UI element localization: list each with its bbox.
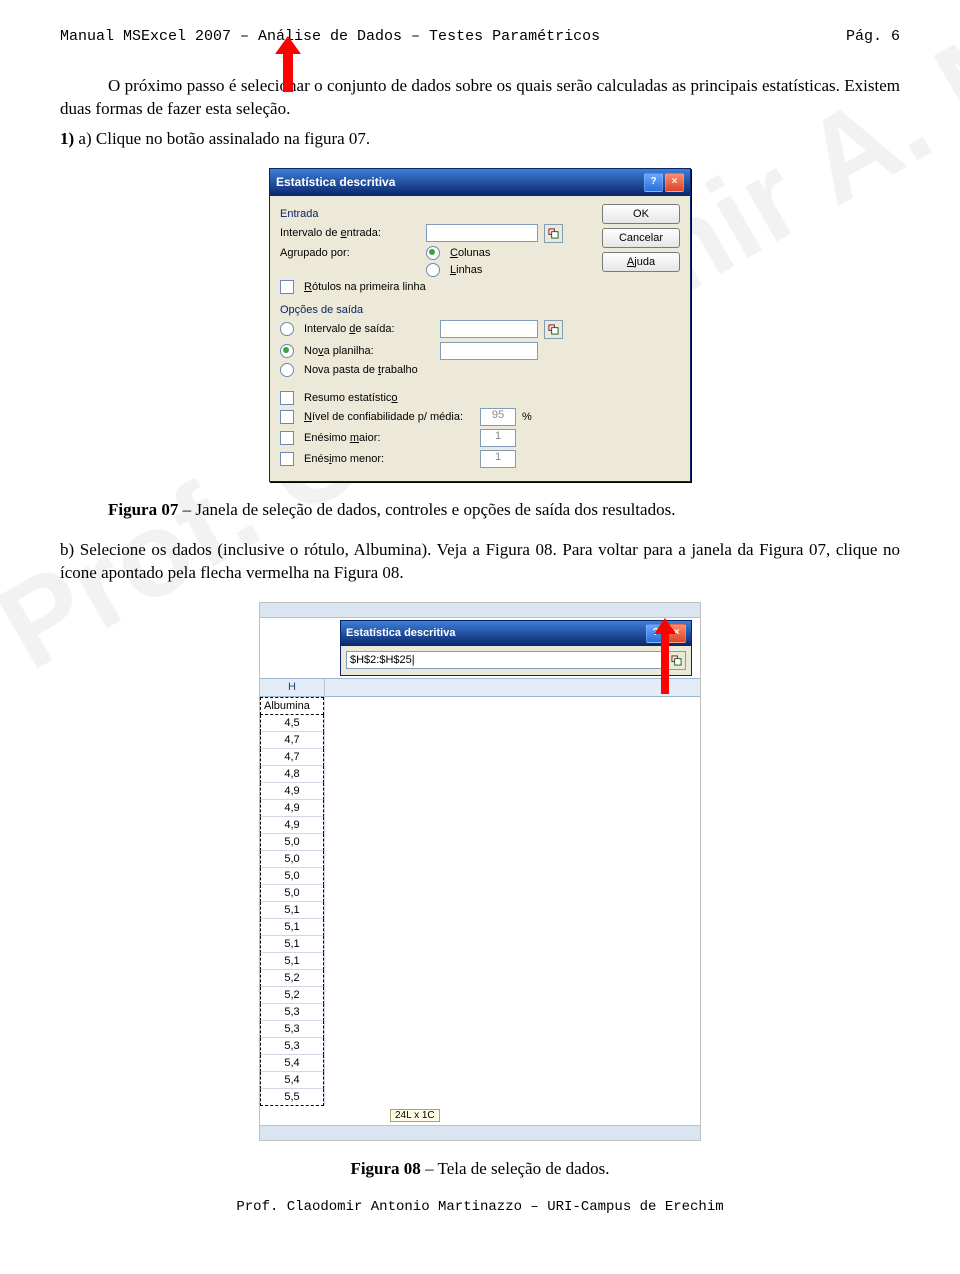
range-input-field[interactable]: $H$2:$H$25| bbox=[346, 651, 664, 669]
data-cell: 5,2 bbox=[260, 970, 324, 987]
figure08-caption: Figura 08 – Tela de seleção de dados. bbox=[60, 1158, 900, 1181]
data-cell: 5,0 bbox=[260, 868, 324, 885]
data-cell: 5,1 bbox=[260, 902, 324, 919]
radio-colunas-label: Colunas bbox=[450, 247, 490, 259]
checkbox-rotulos[interactable] bbox=[280, 280, 294, 294]
section-entrada-label: Entrada bbox=[280, 208, 594, 220]
paragraph-2: 1) a) Clique no botão assinalado na figu… bbox=[60, 128, 900, 151]
radio-linhas[interactable] bbox=[426, 263, 440, 277]
help-button[interactable]: Ajuda bbox=[602, 252, 680, 272]
red-arrow-icon bbox=[273, 36, 303, 96]
page-header: Manual MSExcel 2007 – Análise de Dados –… bbox=[60, 28, 900, 45]
cell-header-albumina: Albumina bbox=[260, 697, 324, 715]
fig07-caption-bold: Figura 07 bbox=[108, 500, 178, 519]
data-cell: 4,9 bbox=[260, 800, 324, 817]
data-cell: 4,7 bbox=[260, 732, 324, 749]
dialog-estatistica-descritiva: Estatística descritiva ? × Entrada Inter… bbox=[269, 168, 691, 482]
cancel-button[interactable]: Cancelar bbox=[602, 228, 680, 248]
radio-nova-pasta[interactable] bbox=[280, 363, 294, 377]
input-intervalo-entrada[interactable] bbox=[426, 224, 538, 242]
p2-prefix: 1) bbox=[60, 129, 74, 148]
data-cell: 5,1 bbox=[260, 919, 324, 936]
checkbox-rotulos-label: Rótulos na primeira linha bbox=[304, 281, 426, 293]
header-left-text: Manual MSExcel 2007 – Análise de Dados –… bbox=[60, 28, 600, 45]
data-cell: 5,0 bbox=[260, 851, 324, 868]
checkbox-nivel[interactable] bbox=[280, 410, 294, 424]
collapsed-dialog-title: Estatística descritiva bbox=[346, 627, 455, 639]
excel-scrollbar-strip bbox=[260, 1125, 700, 1140]
radio-colunas[interactable] bbox=[426, 246, 440, 260]
checkbox-enesimo-maior[interactable] bbox=[280, 431, 294, 445]
data-cell: 5,3 bbox=[260, 1021, 324, 1038]
input-intervalo-saida[interactable] bbox=[440, 320, 538, 338]
dialog-titlebar: Estatística descritiva ? × bbox=[270, 169, 690, 196]
data-cell: 4,5 bbox=[260, 715, 324, 732]
data-cell: 5,4 bbox=[260, 1055, 324, 1072]
data-cell: 4,9 bbox=[260, 817, 324, 834]
data-column-h: Albumina 4,54,74,74,84,94,94,95,05,05,05… bbox=[260, 697, 325, 1106]
data-cell: 5,3 bbox=[260, 1004, 324, 1021]
data-cell: 4,8 bbox=[260, 766, 324, 783]
dialog-estatistica-descritiva-collapsed: Estatística descritiva ? × $H$2:$H$25| bbox=[340, 620, 692, 676]
checkbox-enesimo-maior-label: Enésimo maior: bbox=[304, 432, 474, 444]
data-cell: 5,5 bbox=[260, 1089, 324, 1106]
data-cell: 5,3 bbox=[260, 1038, 324, 1055]
radio-nova-planilha[interactable] bbox=[280, 344, 294, 358]
data-cell: 4,9 bbox=[260, 783, 324, 800]
percent-label: % bbox=[522, 411, 532, 423]
figure08-screenshot: Estatística descritiva ? × $H$2:$H$25| bbox=[259, 602, 701, 1141]
input-enesimo-maior[interactable]: 1 bbox=[480, 429, 516, 447]
data-cell: 5,1 bbox=[260, 953, 324, 970]
checkbox-enesimo-menor[interactable] bbox=[280, 452, 294, 466]
radio-nova-pasta-label: Nova pasta de trabalho bbox=[304, 364, 418, 376]
fig07-caption-rest: – Janela de seleção de dados, controles … bbox=[178, 500, 675, 519]
figure07-caption: Figura 07 – Janela de seleção de dados, … bbox=[60, 499, 900, 522]
input-nova-planilha[interactable] bbox=[440, 342, 538, 360]
paragraph-3: b) Selecione os dados (inclusive o rótul… bbox=[60, 539, 900, 585]
red-arrow-icon bbox=[652, 618, 678, 696]
page-footer: Prof. Claodomir Antonio Martinazzo – URI… bbox=[60, 1199, 900, 1215]
checkbox-resumo-label: Resumo estatístico bbox=[304, 392, 398, 404]
selection-size-label: 24L x 1C bbox=[390, 1109, 440, 1122]
data-cell: 5,1 bbox=[260, 936, 324, 953]
header-right-text: Pág. 6 bbox=[846, 28, 900, 45]
data-cell: 5,0 bbox=[260, 885, 324, 902]
data-cell: 5,0 bbox=[260, 834, 324, 851]
checkbox-nivel-label: Nível de confiabilidade p/ média: bbox=[304, 411, 474, 423]
paragraph-1: O próximo passo é selecionar o conjunto … bbox=[60, 75, 900, 121]
close-icon[interactable]: × bbox=[665, 173, 684, 192]
excel-ribbon-strip bbox=[260, 603, 700, 618]
column-header-h: H bbox=[260, 678, 325, 697]
section-saida-label: Opções de saída bbox=[280, 304, 594, 316]
radio-intervalo-saida[interactable] bbox=[280, 322, 294, 336]
input-enesimo-menor[interactable]: 1 bbox=[480, 450, 516, 468]
data-cell: 5,2 bbox=[260, 987, 324, 1004]
ok-button[interactable]: OK bbox=[602, 204, 680, 224]
range-select-button[interactable] bbox=[544, 224, 563, 243]
label-agrupado: Agrupado por: bbox=[280, 247, 420, 259]
fig08-caption-bold: Figura 08 bbox=[350, 1159, 420, 1178]
fig08-caption-rest: – Tela de seleção de dados. bbox=[421, 1159, 610, 1178]
radio-linhas-label: Linhas bbox=[450, 264, 482, 276]
dialog-title-text: Estatística descritiva bbox=[276, 175, 395, 189]
collapsed-dialog-titlebar: Estatística descritiva ? × bbox=[341, 621, 691, 646]
radio-intervalo-saida-label: Intervalo de saída: bbox=[304, 323, 434, 335]
radio-nova-planilha-label: Nova planilha: bbox=[304, 345, 434, 357]
data-cell: 4,7 bbox=[260, 749, 324, 766]
input-confiabilidade[interactable]: 95 bbox=[480, 408, 516, 426]
checkbox-enesimo-menor-label: Enésimo menor: bbox=[304, 453, 474, 465]
label-intervalo-entrada: Intervalo de entrada: bbox=[280, 227, 420, 239]
help-icon[interactable]: ? bbox=[644, 173, 663, 192]
range-select-button-2[interactable] bbox=[544, 320, 563, 339]
checkbox-resumo[interactable] bbox=[280, 391, 294, 405]
data-cell: 5,4 bbox=[260, 1072, 324, 1089]
p2-text: a) Clique no botão assinalado na figura … bbox=[74, 129, 370, 148]
